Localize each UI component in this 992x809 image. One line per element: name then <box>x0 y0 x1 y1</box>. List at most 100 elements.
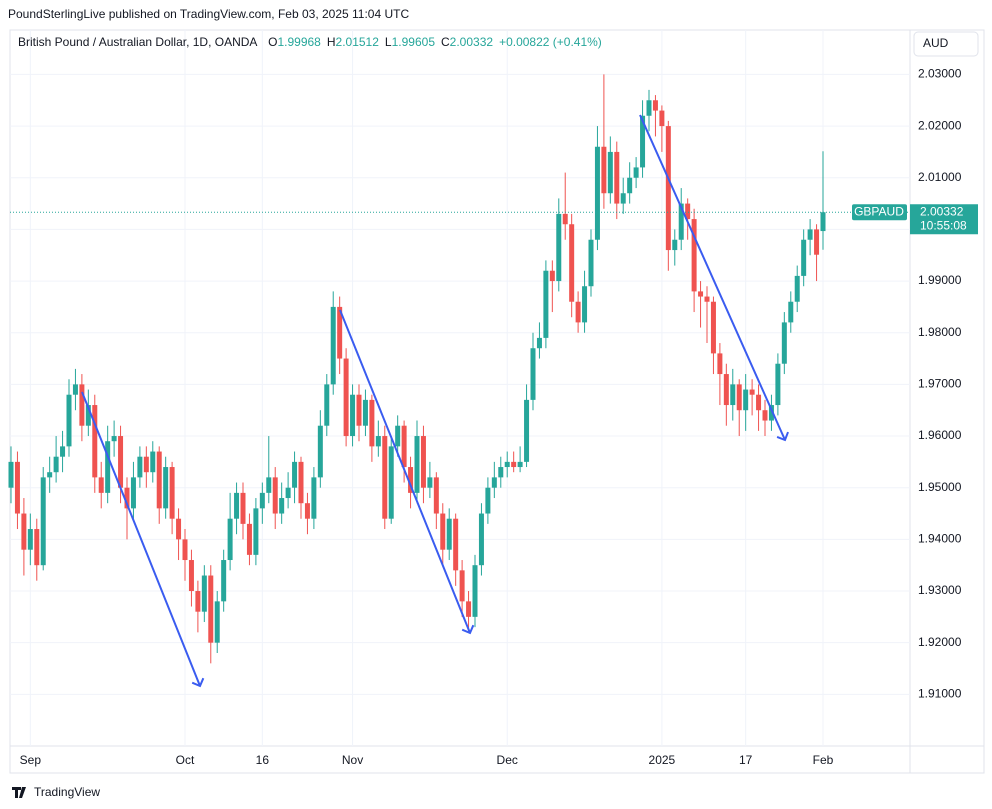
x-tick-label: Sep <box>20 753 42 767</box>
chart-title: British Pound / Australian Dollar, 1D, O… <box>18 35 257 49</box>
candle-body <box>491 477 497 488</box>
x-tick-label: 17 <box>739 753 753 767</box>
candle-body <box>382 436 388 519</box>
candle-body <box>246 523 252 555</box>
candle-body <box>788 301 794 323</box>
x-tick-label: Dec <box>497 753 518 767</box>
candle-body <box>685 203 691 220</box>
candle-body <box>311 477 317 519</box>
candle-body <box>756 394 762 411</box>
candle-body <box>98 477 104 493</box>
symbol-box <box>852 204 907 221</box>
x-tick-label: 16 <box>256 753 270 767</box>
candle-body <box>163 467 169 509</box>
x-tick-label: 2025 <box>649 753 676 767</box>
candle-body <box>47 472 53 478</box>
candle-body <box>820 212 826 232</box>
y-tick-label: 1.92000 <box>918 635 962 649</box>
x-tick-label: Nov <box>342 753 363 767</box>
frame <box>9 29 985 774</box>
candle-body <box>762 410 768 421</box>
brand-logo <box>12 787 26 798</box>
candle-body <box>440 513 446 550</box>
candle-body <box>105 441 111 493</box>
candle-body <box>807 229 813 240</box>
candle-body <box>234 492 240 519</box>
candle-body <box>485 487 491 514</box>
candle-body <box>594 146 600 240</box>
candle-body <box>343 358 349 437</box>
candle-body <box>169 467 175 519</box>
candle-body <box>27 529 33 550</box>
candle-body <box>562 213 568 225</box>
candle-body <box>582 286 588 323</box>
candle-body <box>646 100 652 116</box>
candle-body <box>176 518 182 540</box>
candle-body <box>543 270 549 338</box>
candle-body <box>672 239 678 251</box>
candle-body <box>317 425 323 478</box>
candle-body <box>221 560 227 602</box>
candle-body <box>40 477 46 566</box>
candle-body <box>66 394 72 447</box>
candle-body <box>504 461 510 468</box>
candle-body <box>614 151 620 204</box>
candle-body <box>498 467 504 478</box>
candle-body <box>549 270 555 282</box>
candle-body <box>478 513 484 566</box>
ohlc-value: 1.99605 <box>392 35 436 49</box>
candle-body <box>298 461 304 504</box>
symbol: GBPAUD <box>854 204 904 218</box>
candle-body <box>459 570 465 602</box>
ohlc-value: 1.99968 <box>277 35 321 49</box>
candle-body <box>736 384 742 411</box>
candle-body <box>775 363 781 406</box>
candle-body <box>337 306 343 359</box>
chart-header: British Pound / Australian Dollar, 1D, O… <box>18 35 602 49</box>
candle-body <box>304 503 310 519</box>
candle-body <box>14 461 20 514</box>
candle-body <box>768 405 774 421</box>
candle-body <box>466 601 472 617</box>
candle-body <box>188 560 194 592</box>
candle-body <box>124 487 130 509</box>
change: +0.00822 (+0.41%) <box>499 35 602 49</box>
ohlc-label: L <box>385 35 392 49</box>
candle-body <box>530 348 536 400</box>
candle-body <box>620 193 626 204</box>
candle-body <box>453 518 459 571</box>
candle-body <box>137 456 143 478</box>
candle-body <box>324 384 330 426</box>
candle-body <box>21 513 27 550</box>
price-box <box>910 204 978 235</box>
candle-body <box>801 239 807 276</box>
brand: TradingView <box>34 785 100 799</box>
candle-body <box>375 436 381 447</box>
candle-body <box>575 301 581 323</box>
candle-body <box>240 492 246 524</box>
candle-body <box>272 477 278 514</box>
candle-body <box>8 461 14 488</box>
candle-body <box>182 539 188 561</box>
candle-body <box>201 575 207 612</box>
currency-box[interactable] <box>913 31 979 57</box>
candle-body <box>266 477 272 493</box>
candle-body <box>408 467 414 493</box>
candle-body <box>536 337 542 349</box>
grid <box>10 30 910 746</box>
candle-body <box>710 301 716 354</box>
candle-body <box>640 115 646 168</box>
candle-body <box>259 492 265 509</box>
candle-body <box>388 446 394 519</box>
candle-body <box>414 436 420 493</box>
candle-body <box>472 565 478 617</box>
candle-body <box>704 296 710 302</box>
y-tick-label: 1.95000 <box>918 480 962 494</box>
candle-body <box>814 229 820 255</box>
candle-body <box>446 518 452 550</box>
candle-body <box>143 456 149 473</box>
candle-body <box>691 219 697 292</box>
y-tick-label: 1.97000 <box>918 377 962 391</box>
candle-body <box>369 399 375 447</box>
